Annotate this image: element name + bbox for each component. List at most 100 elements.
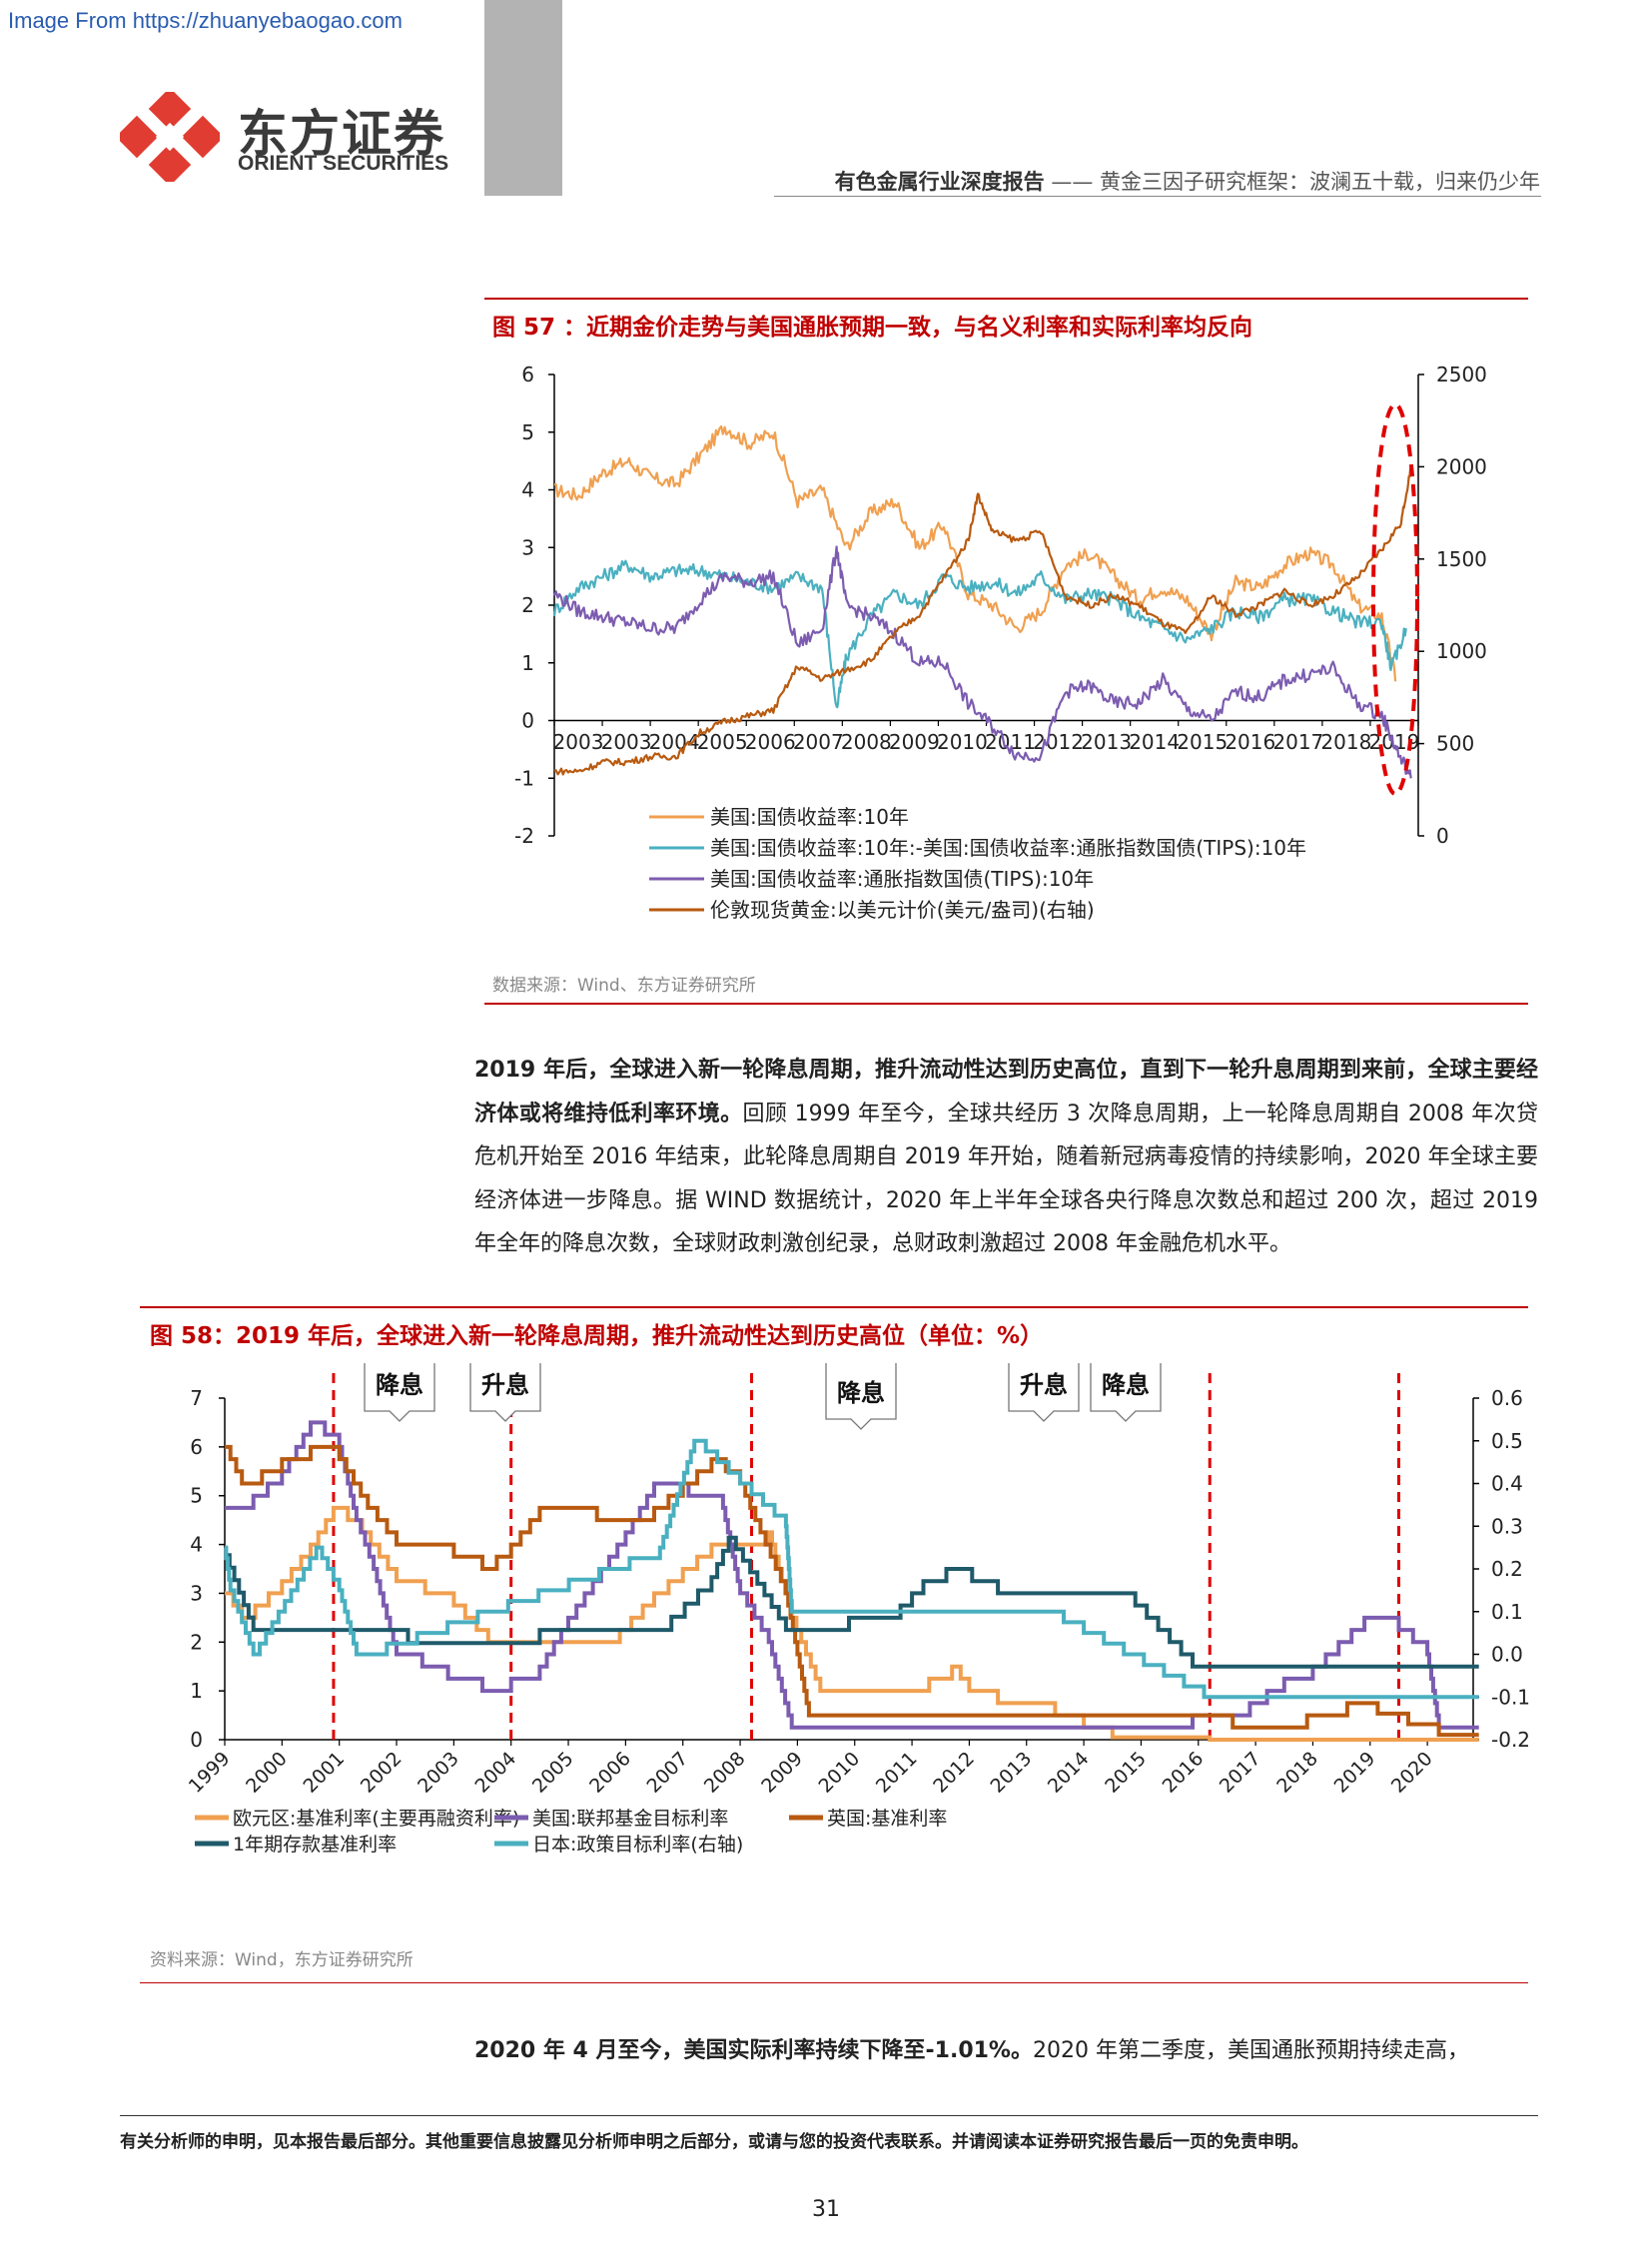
fig58-callout-label: 升息	[1020, 1371, 1068, 1399]
fig58-source: 资料来源：Wind，东方证券研究所	[150, 1950, 413, 1970]
fig57-left-tick-label: 4	[521, 478, 534, 502]
fig57-right-tick-label: 2000	[1436, 454, 1487, 478]
fig58-callout-box	[364, 1363, 435, 1422]
fig58-series-line-0	[225, 1505, 1479, 1742]
fig57-left-tick-label: 0	[521, 709, 534, 733]
fig58-right-tick-label: -0.1	[1491, 1685, 1530, 1709]
fig57-x-tick-label: 2013	[1081, 730, 1132, 754]
fig58-left-tick-label: 7	[190, 1386, 203, 1410]
fig57-x-tick-label: 2012	[1033, 730, 1084, 754]
fig58-title: 图 58：2019 年后，全球进入新一轮降息周期，推升流动性达到历史高位（单位：…	[150, 1323, 1044, 1349]
fig58-x-tick-label: 2008	[700, 1748, 750, 1798]
fig58-legend-label: 欧元区:基准利率(主要再融资利率)	[233, 1808, 519, 1830]
header-gray-bar	[484, 0, 562, 196]
running-header: 有色金属行业深度报告 —— 黄金三因子研究框架：波澜五十载，归来仍少年	[835, 166, 1540, 196]
fig57-x-tick-label: 2003	[553, 730, 604, 754]
fig57-top-rule	[484, 298, 1528, 300]
fig57-series-line-0	[554, 424, 1397, 682]
fig58-x-tick-label: 2015	[1101, 1748, 1151, 1798]
fig58-x-tick-label: 2011	[872, 1748, 922, 1798]
fig57-right-tick-label: 500	[1436, 732, 1474, 756]
fig58-right-tick-label: 0.2	[1491, 1557, 1523, 1581]
fig57-left-tick-label: 1	[521, 651, 534, 675]
fig57-legend-label: 美国:国债收益率:通胀指数国债(TIPS):10年	[710, 867, 1094, 891]
fig57-left-tick-label: -2	[514, 824, 534, 848]
paragraph-1-body: 回顾 1999 年至今，全球共经历 3 次降息周期，上一轮降息周期自 2008 …	[474, 1101, 1538, 1257]
fig58-right-tick-label: 0.1	[1491, 1600, 1523, 1624]
fig58-series-line-4	[224, 1438, 1479, 1700]
paragraph-2-lead: 2020 年 4 月至今，美国实际利率持续下降至-1.01%。	[474, 2038, 1033, 2063]
fig58-x-tick-label: 2006	[585, 1748, 635, 1798]
fig57-x-tick-label: 2003	[601, 730, 652, 754]
logo-name-en: ORIENT SECURITIES	[238, 152, 449, 175]
fig57-x-tick-label: 2007	[793, 730, 844, 754]
fig58-chart: 7 6 5 4 3 2 1 0 0.6 0.5 0.4 0.3 0.2 0.1 0.0 -0.1 -0.2 1…	[185, 1363, 1530, 1856]
fig57-source: 数据来源：Wind、东方证券研究所	[492, 976, 756, 996]
fig58-x-tick-label: 2007	[642, 1748, 692, 1798]
fig58-series-line-1	[225, 1420, 1479, 1730]
paragraph-1: 2019 年后，全球进入新一轮降息周期，推升流动性达到历史高位，直到下一轮升息周…	[474, 1049, 1538, 1266]
fig57-left-tick-label: 3	[521, 535, 534, 559]
fig58-x-tick-label: 2004	[470, 1748, 520, 1798]
fig58-callout-label: 降息	[376, 1371, 423, 1399]
fig58-top-rule	[140, 1306, 1528, 1308]
header-rule	[774, 196, 1541, 197]
fig57-legend-label: 伦敦现货黄金:以美元计价(美元/盎司)(右轴)	[710, 898, 1095, 922]
fig57-x-tick-label: 2018	[1320, 730, 1371, 754]
fig58-legend-label: 日本:政策目标利率(右轴)	[532, 1834, 743, 1856]
fig57-right-tick-label: 1000	[1436, 639, 1487, 663]
fig58-callout-label: 升息	[481, 1371, 529, 1399]
fig57-series-line-1	[552, 559, 1407, 709]
fig58-callout-box	[469, 1363, 541, 1422]
fig57-x-tick-label: 2006	[745, 730, 796, 754]
fig57-x-tick-label: 2009	[889, 730, 940, 754]
fig57-right-tick-label: 0	[1436, 824, 1449, 848]
fig58-x-tick-label: 2018	[1272, 1748, 1322, 1798]
fig58-x-tick-label: 2020	[1387, 1748, 1437, 1798]
paragraph-2: 2020 年 4 月至今，美国实际利率持续下降至-1.01%。2020 年第二季…	[474, 2029, 1538, 2073]
fig58-bottom-rule	[140, 1982, 1528, 1983]
fig58-left-tick-label: 1	[190, 1679, 203, 1703]
fig58-right-tick-label: 0.4	[1491, 1472, 1523, 1496]
fig58-x-tick-label: 2003	[413, 1748, 463, 1798]
fig58-x-tick-label: 2019	[1330, 1748, 1380, 1798]
fig58-x-tick-label: 1999	[185, 1748, 235, 1798]
report-title: 黄金三因子研究框架：波澜五十载，归来仍少年	[1100, 170, 1540, 194]
paragraph-2-body: 2020 年第二季度，美国通胀预期持续走高，	[1032, 2038, 1469, 2063]
fig58-left-tick-label: 2	[190, 1630, 203, 1654]
fig57-right-tick-label: 1500	[1436, 547, 1487, 571]
fig58-left-tick-label: 5	[190, 1484, 203, 1508]
fig58-x-tick-label: 2001	[299, 1748, 349, 1798]
fig57-left-tick-label: 5	[521, 420, 534, 444]
fig57-left-tick-label: 2	[521, 593, 534, 617]
fig58-callout-box	[1008, 1363, 1080, 1422]
report-type: 有色金属行业深度报告	[834, 170, 1045, 194]
fig57-x-tick-label: 2017	[1272, 730, 1323, 754]
fig58-x-tick-label: 2012	[929, 1748, 979, 1798]
header-separator: ——	[1051, 170, 1094, 194]
fig58-left-tick-label: 6	[190, 1435, 203, 1459]
fig58-x-tick-label: 2017	[1216, 1748, 1265, 1798]
fig58-x-tick-label: 2009	[757, 1748, 807, 1798]
fig57-title: 图 57 ：近期金价走势与美国通胀预期一致，与名义利率和实际利率均反向	[492, 315, 1253, 341]
paragraph-1-lead: 2019 年后，全球进入新一轮降息周期，推升流动性达到历史高位，直到下一轮升息周…	[474, 1058, 1538, 1126]
fig58-left-tick-label: 0	[190, 1728, 203, 1752]
fig58-right-tick-label: 0.3	[1491, 1514, 1523, 1538]
fig57-x-tick-label: 2005	[697, 730, 748, 754]
fig58-callout-label: 降息	[837, 1379, 885, 1407]
fig57-legend-label: 美国:国债收益率:10年:-美国:国债收益率:通胀指数国债(TIPS):10年	[710, 836, 1306, 860]
fig58-right-tick-label: 0.0	[1491, 1643, 1523, 1667]
fig58-callout-box	[825, 1363, 897, 1430]
fig58-x-tick-label: 2016	[1159, 1748, 1209, 1798]
fig58-x-tick-label: 2000	[242, 1748, 292, 1798]
logo-name-cn: 东方证券	[238, 105, 445, 163]
fig58-x-tick-label: 2014	[1044, 1748, 1094, 1798]
fig58-right-tick-label: -0.2	[1491, 1728, 1530, 1752]
fig57-left-tick-label: 6	[521, 363, 534, 386]
page-number: 31	[812, 2197, 840, 2222]
watermark-link[interactable]: Image From https://zhuanyebaogao.com	[8, 8, 403, 33]
fig57-x-tick-label: 2015	[1177, 730, 1228, 754]
footer-rule	[120, 2115, 1538, 2116]
fig57-x-tick-label: 2010	[937, 730, 988, 754]
fig58-callout-label: 降息	[1102, 1371, 1150, 1399]
